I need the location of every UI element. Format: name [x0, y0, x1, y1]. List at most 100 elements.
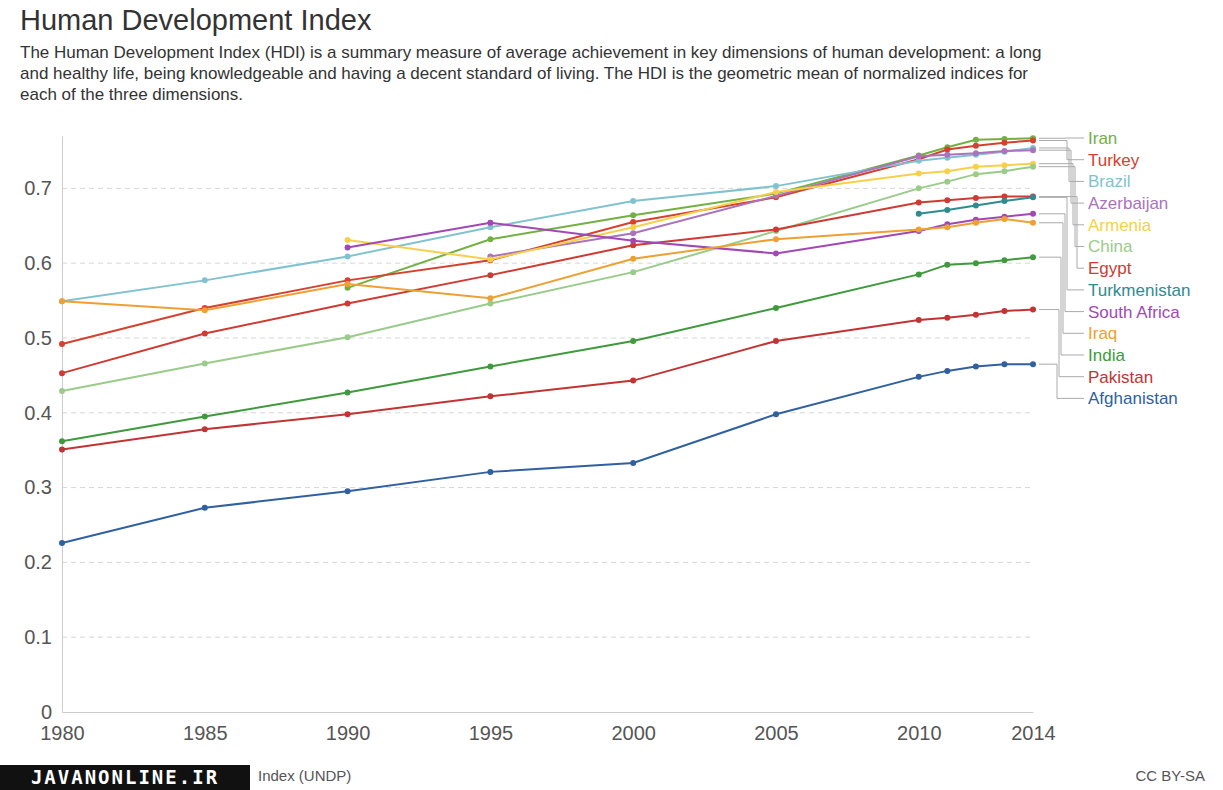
series-point	[973, 171, 979, 177]
legend-leader	[1039, 150, 1084, 203]
series-point	[345, 244, 351, 250]
x-tick-label: 1990	[326, 722, 371, 744]
series	[59, 254, 1036, 444]
watermark-box	[0, 765, 250, 790]
series-point	[1001, 162, 1007, 168]
x-tick: 2000	[611, 712, 656, 744]
x-tick: 2005	[754, 712, 799, 744]
legend-label: Pakistan	[1088, 368, 1153, 387]
x-tick-label: 2010	[897, 722, 942, 744]
series-point	[973, 220, 979, 226]
y-axis-line	[62, 137, 63, 713]
series-line	[62, 310, 1033, 450]
x-axis: 19801985199019952000200520102014	[40, 712, 1056, 744]
series-point	[345, 301, 351, 307]
series-point	[345, 334, 351, 340]
series-point	[345, 411, 351, 417]
series-point	[944, 152, 950, 158]
y-tick-label: 0.6	[24, 252, 52, 274]
series-point	[345, 488, 351, 494]
series-line	[62, 219, 1033, 310]
series-point	[630, 212, 636, 218]
grid-line	[62, 637, 1033, 638]
series-line	[62, 140, 1033, 343]
grid-line	[62, 412, 1033, 413]
y-tick-label: 0.4	[24, 402, 52, 424]
x-tick: 2010	[897, 712, 942, 744]
series-point	[773, 183, 779, 189]
series-point	[345, 281, 351, 287]
series-point	[487, 256, 493, 262]
series	[59, 216, 1036, 313]
series-point	[944, 168, 950, 174]
series-point	[944, 368, 950, 374]
series-point	[487, 236, 493, 242]
series-line	[348, 214, 1033, 254]
series-point	[59, 341, 65, 347]
legend-label: Armenia	[1088, 216, 1152, 235]
y-tick-label: 0	[41, 701, 52, 723]
legend-label: Iraq	[1088, 324, 1117, 343]
series-point	[59, 298, 65, 304]
series-point	[773, 250, 779, 256]
legend-label: Turkey	[1088, 151, 1140, 170]
series-point	[916, 200, 922, 206]
series-point	[773, 338, 779, 344]
series-point	[916, 317, 922, 323]
legend-label: China	[1088, 237, 1133, 256]
legend-label: South Africa	[1088, 303, 1180, 322]
series-point	[630, 269, 636, 275]
series-point	[1030, 194, 1036, 200]
series-point	[202, 277, 208, 283]
series-point	[487, 301, 493, 307]
series-point	[202, 505, 208, 511]
series-point	[1030, 361, 1036, 367]
series-point	[773, 305, 779, 311]
series	[345, 211, 1036, 257]
series-point	[1030, 194, 1036, 200]
series-point	[944, 224, 950, 230]
legend-leader	[1039, 138, 1084, 139]
series-point	[1001, 361, 1007, 367]
y-tick: 0.5	[24, 327, 62, 349]
series-point	[944, 197, 950, 203]
y-tick: 0	[41, 701, 62, 723]
series-line	[62, 197, 1033, 374]
y-tick: 0.6	[24, 252, 62, 274]
series-point	[630, 224, 636, 230]
y-tick: 0.1	[24, 626, 62, 648]
chart: 00.10.20.30.40.50.60.7198019851990199520…	[0, 0, 1223, 790]
series	[59, 137, 1036, 346]
y-tick-label: 0.7	[24, 177, 52, 199]
series-line	[62, 257, 1033, 441]
series-point	[487, 363, 493, 369]
legend-label: Afghanistan	[1088, 389, 1178, 408]
series-line	[919, 197, 1033, 213]
series-point	[973, 195, 979, 201]
grid-line	[62, 562, 1033, 563]
series-point	[202, 426, 208, 432]
x-tick-label: 1985	[183, 722, 228, 744]
series-point	[202, 414, 208, 420]
x-tick: 2014	[1011, 712, 1056, 744]
series-point	[630, 256, 636, 262]
series-point	[1001, 140, 1007, 146]
legend-leader	[1039, 257, 1084, 355]
legend-label: India	[1088, 346, 1125, 365]
series-point	[1001, 216, 1007, 222]
series-point	[1030, 164, 1036, 170]
series	[59, 194, 1036, 377]
series-point	[773, 411, 779, 417]
legend-leader	[1039, 310, 1084, 377]
series	[345, 161, 1036, 263]
y-tick: 0.4	[24, 402, 62, 424]
y-tick: 0.2	[24, 551, 62, 573]
series-point	[973, 260, 979, 266]
series-point	[202, 360, 208, 366]
series-point	[773, 227, 779, 233]
watermark: JAVANONLINE.IR	[31, 766, 219, 788]
y-tick-label: 0.1	[24, 626, 52, 648]
source: Index (UNDP)	[258, 767, 351, 784]
series-point	[345, 237, 351, 243]
series	[916, 194, 1036, 216]
